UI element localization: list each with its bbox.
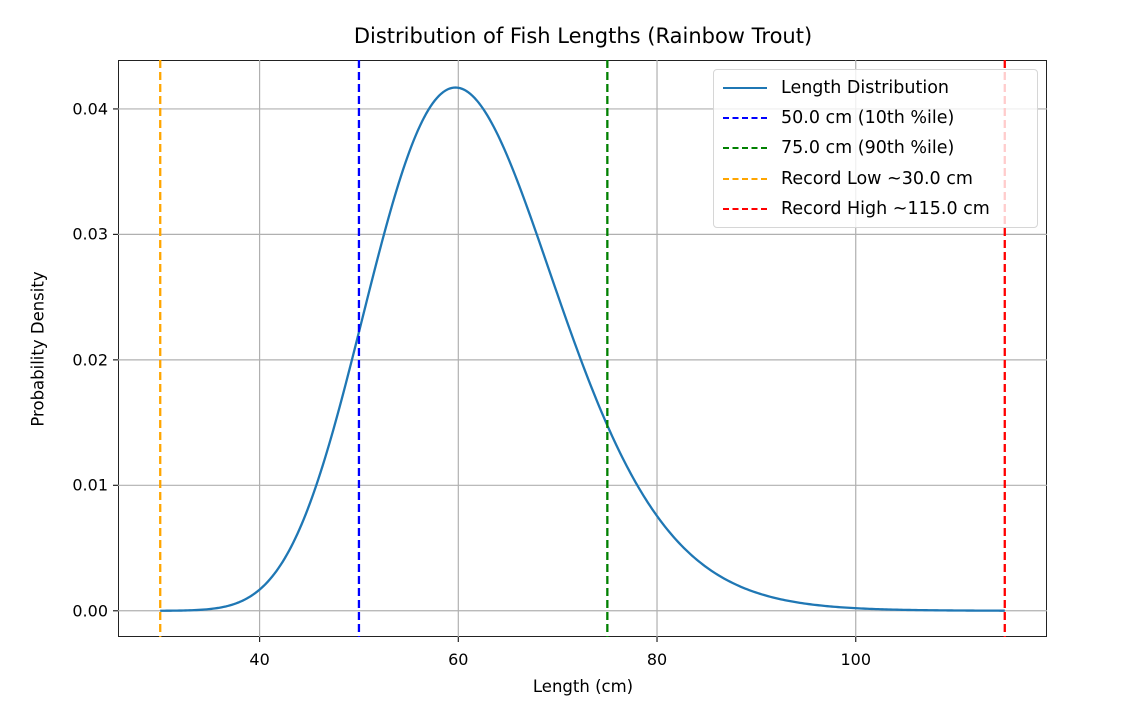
y-tick-label: 0.01 bbox=[72, 475, 108, 495]
legend-label: Record Low ~30.0 cm bbox=[781, 169, 973, 189]
legend-label: Record High ~115.0 cm bbox=[781, 199, 990, 219]
legend-label: Length Distribution bbox=[781, 78, 950, 98]
x-tick-label: 80 bbox=[646, 650, 668, 669]
y-tick-label: 0.00 bbox=[72, 601, 108, 621]
x-tick-label: 100 bbox=[840, 650, 872, 669]
plot-area bbox=[118, 60, 1047, 637]
x-tick-label: 40 bbox=[249, 650, 270, 669]
legend-item-10th-percentile: 50.0 cm (10th %ile) bbox=[714, 103, 954, 133]
chart-title: Distribution of Fish Lengths (Rainbow Tr… bbox=[353, 24, 813, 48]
legend-swatch-dashed-line bbox=[723, 117, 767, 119]
legend-item-record-high: Record High ~115.0 cm bbox=[714, 194, 990, 224]
y-axis-label: Probability Density bbox=[28, 271, 48, 427]
legend-item-record-low: Record Low ~30.0 cm bbox=[714, 164, 973, 194]
y-tick-label: 0.02 bbox=[72, 350, 108, 370]
legend-swatch-dashed-line bbox=[723, 147, 767, 149]
x-tick-label: 60 bbox=[448, 650, 469, 669]
tick-marks bbox=[113, 108, 857, 642]
legend-swatch-solid-line bbox=[723, 87, 767, 89]
length-distribution-line bbox=[160, 86, 1005, 612]
x-axis-label: Length (cm) bbox=[532, 677, 634, 696]
legend-item-90th-percentile: 75.0 cm (90th %ile) bbox=[714, 133, 954, 163]
legend: Length Distribution 50.0 cm (10th %ile) … bbox=[713, 69, 1038, 228]
legend-label: 75.0 cm (90th %ile) bbox=[781, 138, 955, 158]
legend-label: 50.0 cm (10th %ile) bbox=[781, 108, 955, 128]
legend-item-distribution: Length Distribution bbox=[714, 73, 949, 103]
legend-swatch-dashed-line bbox=[723, 178, 767, 180]
y-tick-label: 0.03 bbox=[72, 224, 108, 244]
y-tick-label: 0.04 bbox=[72, 99, 108, 119]
legend-swatch-dashed-line bbox=[723, 208, 767, 210]
